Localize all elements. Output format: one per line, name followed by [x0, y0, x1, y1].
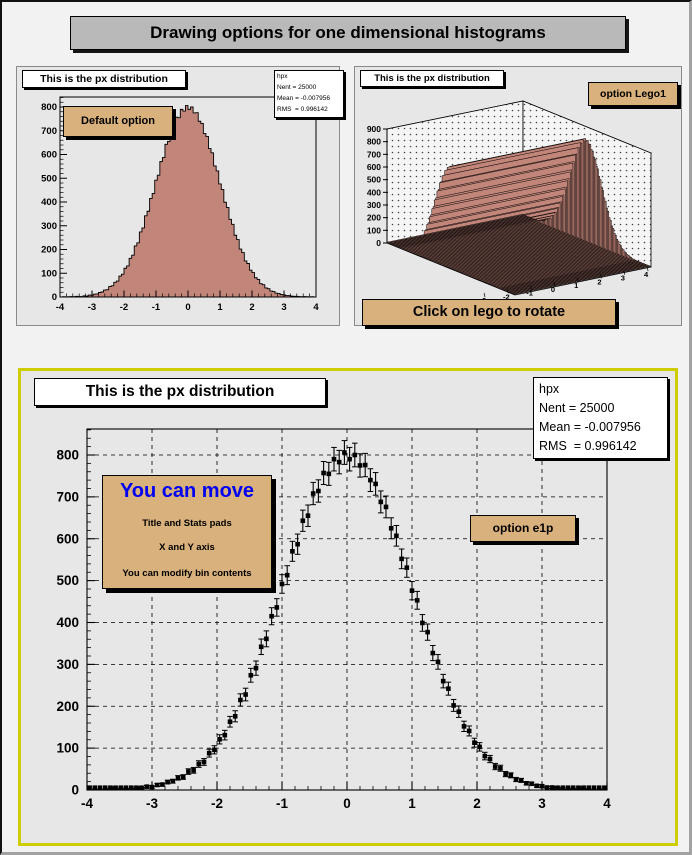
move-hint-line: Title and Stats pads: [142, 518, 232, 529]
svg-text:300: 300: [367, 200, 381, 210]
pad-e1p-selected[interactable]: 0 100 200 300 400 500 600 700 800 -4 -3 -2 -1 0 1 2 3 4 T…: [18, 368, 678, 846]
svg-text:4: 4: [603, 796, 611, 811]
svg-text:2: 2: [473, 796, 481, 811]
stats-name: hpx: [539, 382, 560, 396]
e1p-plot[interactable]: 0 100 200 300 400 500 600 700 800 -4 -3 -2 -1 0 1 2 3 4: [21, 371, 675, 843]
svg-text:400: 400: [56, 615, 79, 630]
main-title-banner[interactable]: Drawing options for one dimensional hist…: [70, 16, 626, 50]
stats-box[interactable]: hpx Nent = 25000 Mean = -0.007956 RMS = 0.9…: [274, 70, 344, 118]
svg-text:4: 4: [644, 270, 649, 279]
svg-text:4: 4: [313, 302, 319, 313]
stats-entries: Nent = 25000: [277, 84, 317, 91]
svg-text:0: 0: [343, 796, 351, 811]
svg-text:0: 0: [52, 292, 57, 303]
svg-text:-1: -1: [152, 302, 161, 313]
svg-text:200: 200: [41, 245, 57, 256]
svg-text:300: 300: [41, 221, 57, 232]
svg-text:700: 700: [367, 149, 381, 159]
svg-text:600: 600: [367, 162, 381, 172]
svg-text:200: 200: [367, 213, 381, 223]
svg-text:-3: -3: [88, 302, 96, 313]
svg-text:400: 400: [367, 187, 381, 197]
pad-title-box[interactable]: This is the px distribution: [360, 70, 504, 87]
histogram-default-plot[interactable]: 0 100 200 300 400 500 600 700 800 -4 -3 -2 -1 0 1 2 3 4: [17, 67, 339, 325]
svg-text:-2: -2: [503, 292, 510, 301]
pad-lego[interactable]: 0100200300400500600700800900-3-2-101234 …: [354, 66, 682, 326]
stats-mean: Mean = -0.007956: [277, 95, 330, 102]
pad-default-option[interactable]: 0 100 200 300 400 500 600 700 800 -4 -3 -2 -1 0 1 2 3 4 T…: [16, 66, 344, 326]
svg-text:3: 3: [621, 274, 625, 283]
svg-text:-1: -1: [526, 289, 533, 298]
svg-text:900: 900: [367, 124, 381, 134]
svg-text:-3: -3: [146, 796, 158, 811]
svg-text:400: 400: [41, 197, 57, 208]
svg-text:800: 800: [41, 102, 57, 113]
svg-text:1: 1: [408, 796, 416, 811]
svg-text:1: 1: [574, 281, 578, 290]
svg-text:100: 100: [41, 268, 57, 279]
move-hint-line: You can modify bin contents: [122, 568, 252, 579]
svg-text:100: 100: [367, 225, 381, 235]
pad-title-box[interactable]: This is the px distribution: [22, 70, 186, 88]
svg-text:-4: -4: [56, 302, 65, 313]
stats-box[interactable]: hpx Nent = 25000 Mean = -0.007956 RMS = 0.9…: [533, 377, 668, 459]
svg-text:0: 0: [71, 783, 79, 798]
rotate-hint-label[interactable]: Click on lego to rotate: [362, 299, 616, 326]
svg-text:2: 2: [597, 277, 601, 286]
svg-text:300: 300: [56, 657, 79, 672]
stats-rms: RMS = 0.996142: [277, 106, 328, 113]
svg-text:500: 500: [367, 175, 381, 185]
move-hint-box[interactable]: You can move Title and Stats pads X and …: [102, 475, 272, 589]
option-label-default[interactable]: Default option: [63, 106, 173, 137]
svg-text:600: 600: [56, 531, 79, 546]
option-label-lego1[interactable]: option Lego1: [588, 82, 678, 106]
svg-text:0: 0: [185, 302, 190, 313]
move-hint-line: X and Y axis: [159, 542, 215, 553]
svg-text:-2: -2: [211, 796, 223, 811]
stats-mean: Mean = -0.007956: [539, 420, 641, 434]
svg-text:500: 500: [41, 173, 57, 184]
svg-text:500: 500: [56, 573, 79, 588]
svg-text:3: 3: [538, 796, 546, 811]
stats-name: hpx: [277, 73, 288, 80]
stats-entries: Nent = 25000: [539, 401, 615, 415]
svg-text:-2: -2: [120, 302, 128, 313]
svg-text:100: 100: [56, 741, 79, 756]
svg-text:800: 800: [56, 448, 79, 463]
svg-text:-1: -1: [276, 796, 288, 811]
svg-text:800: 800: [367, 137, 381, 147]
option-label-e1p[interactable]: option e1p: [470, 515, 576, 542]
svg-text:200: 200: [56, 699, 79, 714]
svg-text:0: 0: [376, 238, 381, 248]
stats-rms: RMS = 0.996142: [539, 439, 637, 453]
svg-text:1: 1: [217, 302, 223, 313]
svg-text:-4: -4: [81, 796, 93, 811]
svg-text:3: 3: [281, 302, 286, 313]
svg-text:700: 700: [56, 489, 79, 504]
svg-text:700: 700: [41, 126, 57, 137]
svg-text:0: 0: [551, 285, 555, 294]
svg-text:2: 2: [249, 302, 254, 313]
svg-text:600: 600: [41, 150, 57, 161]
pad-title-box[interactable]: This is the px distribution: [34, 378, 326, 406]
move-hint-title: You can move: [119, 480, 255, 502]
